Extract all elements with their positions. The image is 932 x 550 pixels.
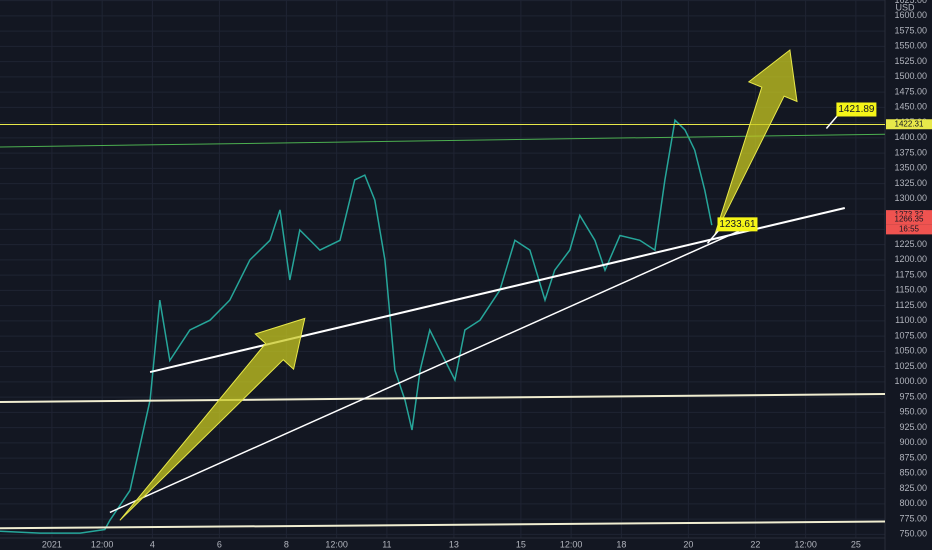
- x-tick-label: 22: [750, 539, 760, 549]
- x-tick-label: 12:00: [794, 539, 817, 549]
- y-tick-label: 1400.00: [894, 132, 927, 142]
- drawn-line: [0, 520, 886, 530]
- y-tick-label: 850.00: [899, 468, 927, 478]
- y-tick-label: 750.00: [899, 529, 927, 539]
- y-tick-label: 1375.00: [894, 147, 927, 157]
- x-tick-label: 15: [516, 539, 526, 549]
- countdown-label: 16:55: [899, 224, 920, 233]
- drawn-line: [0, 133, 886, 148]
- callout-label: 1233.61: [719, 219, 756, 230]
- y-tick-label: 1600.00: [894, 10, 927, 20]
- y-tick-label: 975.00: [899, 391, 927, 401]
- y-tick-label: 1200.00: [894, 254, 927, 264]
- x-tick-label: 8: [284, 539, 289, 549]
- x-tick-label: 12:00: [325, 539, 348, 549]
- y-tick-label: 1000.00: [894, 376, 927, 386]
- y-tick-label: 1525.00: [894, 56, 927, 66]
- y-tick-label: 1500.00: [894, 71, 927, 81]
- x-tick-label: 11: [382, 539, 391, 549]
- y-tick-label: 950.00: [899, 407, 927, 417]
- y-tick-label: 1475.00: [894, 86, 927, 96]
- arrow: [119, 317, 306, 521]
- y-tick-label: 800.00: [899, 498, 927, 508]
- y-tick-label: 1300.00: [894, 193, 927, 203]
- y-tick-label: 1150.00: [895, 285, 927, 295]
- y-tick-label: 1575.00: [894, 25, 927, 35]
- price-line: [0, 118, 713, 534]
- y-tick-label: 1625.00: [894, 0, 927, 5]
- x-tick-label: 12:00: [560, 539, 583, 549]
- arrow: [714, 49, 798, 236]
- y-tick-label: 875.00: [899, 452, 927, 462]
- callout-box: [836, 102, 877, 117]
- x-tick-label: 2021: [42, 539, 62, 549]
- x-tick-label: 25: [851, 539, 861, 549]
- y-tick-label: 1350.00: [894, 163, 927, 173]
- drawn-line: [0, 393, 886, 403]
- x-tick-label: 13: [449, 539, 459, 549]
- callout-label: 1421.89: [838, 104, 875, 115]
- y-tick-label: 1050.00: [894, 346, 927, 356]
- y-tick-label: 1025.00: [894, 361, 927, 371]
- y-tick-label: 1450.00: [894, 102, 927, 112]
- x-tick-label: 4: [150, 539, 155, 549]
- y-tick-label: 1225.00: [894, 239, 927, 249]
- y-tick-label: 825.00: [899, 483, 927, 493]
- x-tick-label: 18: [616, 539, 626, 549]
- y-tick-label: 1100.00: [895, 315, 927, 325]
- price-label: 1266.35: [895, 214, 924, 223]
- y-tick-label: 775.00: [899, 513, 927, 523]
- y-tick-label: 1125.00: [895, 300, 927, 310]
- callout-pointer: [706, 228, 721, 244]
- y-tick-label: 925.00: [899, 422, 927, 432]
- x-tick-label: 6: [217, 539, 222, 549]
- drawn-line: [109, 227, 746, 514]
- y-tick-label: 1175.00: [895, 269, 927, 279]
- callout-pointer: [825, 114, 839, 129]
- price-label-box: [886, 119, 932, 130]
- y-tick-label: 1550.00: [894, 41, 927, 51]
- x-tick-label: 20: [683, 539, 693, 549]
- countdown-box: [886, 224, 932, 235]
- x-tick-label: 12:00: [91, 539, 114, 549]
- callout-box: [717, 217, 758, 232]
- y-tick-label: 1325.00: [894, 178, 927, 188]
- y-tick-label: 1075.00: [894, 330, 927, 340]
- price-label-box: [886, 214, 932, 225]
- price-label: 1422.31: [895, 119, 924, 128]
- y-tick-label: 900.00: [899, 437, 927, 447]
- currency-label: USD: [895, 2, 915, 12]
